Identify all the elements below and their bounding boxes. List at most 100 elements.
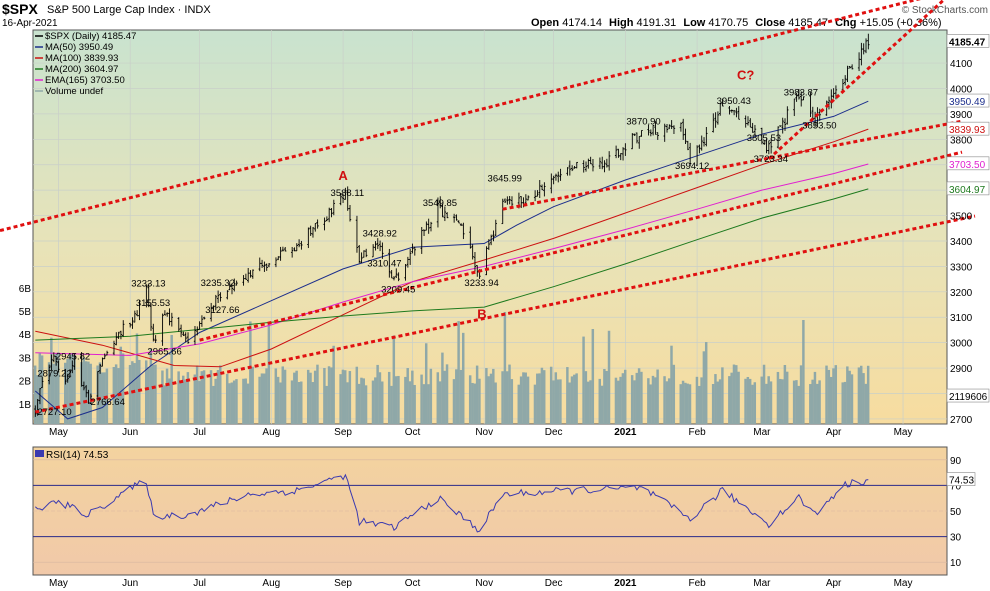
volume-bar [485, 368, 488, 424]
trendline-wedge-upper [767, 0, 946, 160]
volume-bar [429, 368, 433, 424]
price-bar [381, 242, 384, 259]
volume-bar [209, 370, 213, 424]
volume-bar [816, 383, 819, 424]
volume-bar [489, 373, 493, 424]
price-bar [339, 193, 342, 206]
price-bar [749, 118, 752, 128]
volume-bar [503, 312, 507, 424]
wave-label: C? [737, 68, 754, 83]
price-tick-label: 3300 [950, 262, 973, 273]
volume-bar [818, 380, 821, 424]
volume-bar [776, 371, 780, 424]
volume-bar [263, 373, 266, 424]
price-badge-label: 3839.93 [949, 125, 986, 136]
price-bar [166, 312, 169, 317]
rsi-tick-label: 90 [950, 456, 962, 467]
price-bar [115, 332, 118, 346]
price-bar [832, 88, 835, 99]
price-bar [607, 151, 611, 171]
price-bar [452, 213, 456, 223]
price-bar [848, 65, 852, 69]
volume-bar [193, 374, 197, 424]
price-annotation: 3155.53 [136, 298, 170, 309]
price-bar [684, 128, 687, 145]
rsi-plot [34, 473, 869, 533]
price-bar [297, 239, 301, 248]
volume-bar [526, 376, 530, 424]
price-bar [200, 315, 204, 327]
volume-bar [420, 374, 423, 424]
price-bar [591, 159, 595, 172]
volume-tick-label: 4B [19, 330, 32, 341]
price-tick-label: 2700 [950, 415, 973, 426]
price-annotation: 3127.66 [205, 305, 239, 316]
volume-bar [866, 365, 870, 424]
price-tick-label: 3200 [950, 288, 973, 299]
price-annotation: 3853.50 [802, 121, 836, 132]
month-label: Dec [545, 427, 563, 438]
price-bar [663, 123, 666, 142]
price-bar [87, 389, 90, 404]
price-bar [640, 130, 643, 137]
volume-tick-label: 5B [19, 307, 32, 318]
price-bar [374, 241, 377, 251]
price-bar [226, 290, 229, 300]
month-label: Oct [405, 427, 421, 438]
volume-bar [862, 373, 865, 424]
volume-bar [325, 385, 328, 424]
price-annotation: 3983.87 [784, 88, 818, 99]
price-bar [135, 310, 139, 317]
volume-bar [436, 372, 440, 424]
volume-bar [670, 345, 673, 424]
price-bar [71, 360, 74, 374]
volume-bar [769, 381, 773, 424]
price-bar [295, 243, 298, 252]
volume-bar [346, 382, 349, 424]
price-bar [665, 124, 669, 133]
volume-bar [568, 382, 571, 424]
volume-bar [260, 373, 264, 424]
price-bar [290, 246, 294, 258]
volume-bar [667, 378, 671, 424]
price-bar [584, 161, 588, 172]
volume-bar [163, 385, 166, 424]
price-bar [649, 129, 653, 137]
price-bar [779, 125, 782, 127]
volume-bar [422, 384, 426, 424]
price-bar [429, 221, 433, 232]
price-bar [471, 244, 474, 260]
price-bar [193, 325, 197, 345]
volume-bar [630, 375, 634, 424]
price-bar [605, 158, 609, 168]
price-bar [827, 96, 831, 110]
volume-bar [468, 375, 472, 424]
volume-bar [718, 379, 722, 424]
price-bar [274, 257, 278, 268]
price-bar [371, 244, 375, 258]
month-label-rsi: Oct [405, 578, 421, 589]
volume-bar [633, 380, 636, 424]
volume-bar [202, 370, 206, 424]
volume-bar [586, 381, 590, 424]
price-annotation: 3233.13 [131, 278, 165, 289]
price-bar [251, 269, 255, 279]
price-bar [38, 388, 42, 405]
price-bar [698, 144, 701, 154]
price-bar [445, 212, 449, 219]
volume-bar [637, 368, 641, 424]
volume-bar [698, 385, 701, 424]
price-bar [52, 352, 56, 363]
price-bar [184, 332, 187, 343]
price-badge [946, 388, 990, 403]
price-bar [737, 106, 740, 120]
volume-bar [40, 355, 44, 424]
volume-bar [809, 384, 812, 424]
volume-bar [575, 373, 578, 424]
volume-bar [332, 345, 335, 424]
volume-bar [765, 383, 768, 424]
legend-entry: MA(200) 3604.97 [45, 64, 118, 75]
price-bar [154, 335, 157, 344]
price-bar [390, 270, 393, 279]
month-label: Mar [753, 427, 771, 438]
